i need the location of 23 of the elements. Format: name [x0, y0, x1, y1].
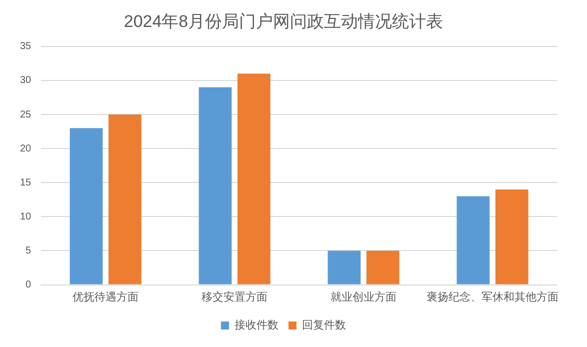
x-tick-label: 移交安置方面	[202, 290, 268, 304]
legend-label: 回复件数	[302, 320, 346, 332]
bar	[198, 87, 232, 284]
bar	[366, 250, 400, 284]
y-tick-label: 10	[20, 211, 32, 222]
y-tick-label: 0	[26, 280, 32, 291]
y-tick-label: 15	[20, 177, 32, 188]
legend-label: 接收件数	[234, 318, 278, 332]
bar	[70, 128, 103, 284]
x-tick-label: 优抚待遇方面	[72, 290, 139, 304]
y-tick-label: 30	[20, 75, 32, 86]
chart-title: 2024年8月份局门户网问政互动情况统计表	[124, 12, 444, 31]
x-tick-label: 褒扬纪念、军休和其他方面	[426, 290, 559, 304]
y-tick-label: 5	[26, 245, 32, 256]
y-tick-label: 25	[20, 109, 32, 120]
y-tick-label: 20	[20, 143, 32, 154]
x-tick-label: 就业创业方面	[330, 290, 397, 304]
y-tick-label: 35	[20, 41, 32, 52]
bar	[495, 189, 528, 284]
bar	[108, 114, 142, 284]
bar	[237, 74, 270, 284]
bar	[456, 196, 490, 284]
bar	[328, 250, 361, 284]
